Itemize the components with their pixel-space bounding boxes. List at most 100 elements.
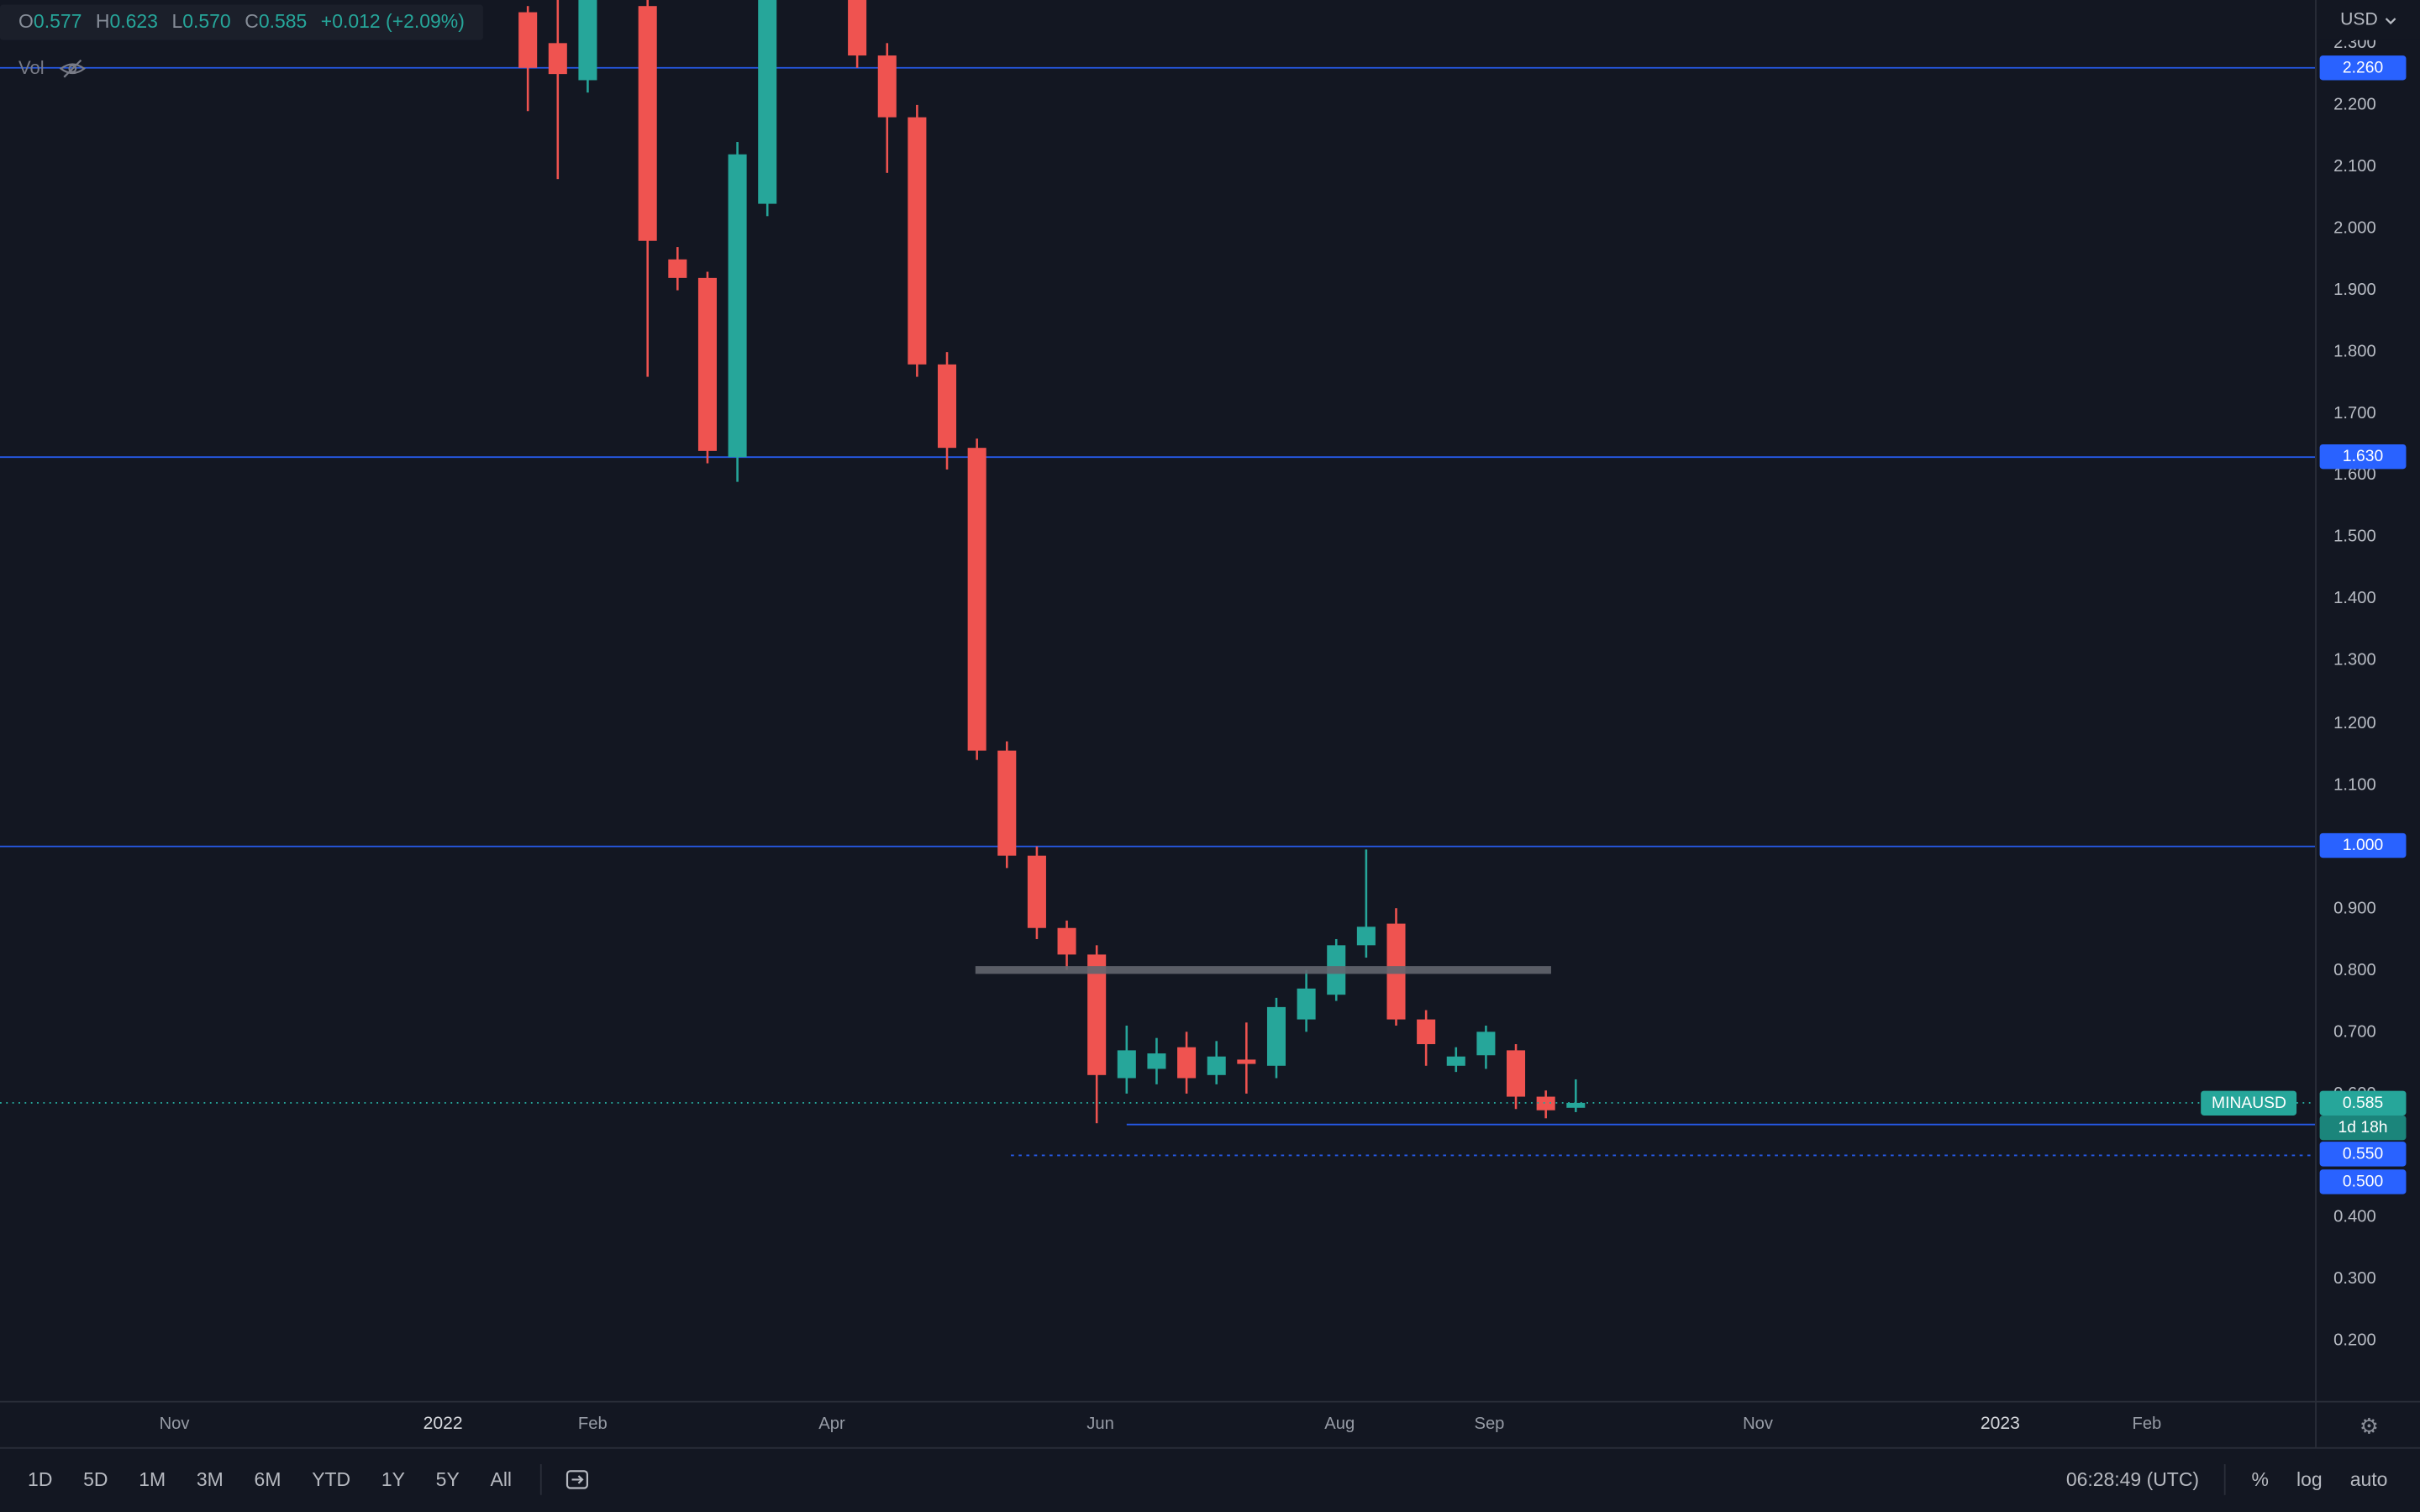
candle-body: [908, 117, 927, 365]
candle-body: [638, 6, 657, 241]
price-tick-1.400: 1.400: [2333, 590, 2376, 609]
candle-body: [548, 43, 567, 75]
time-axis-label-Feb: Feb: [577, 1415, 608, 1434]
candle-body: [1476, 1032, 1496, 1056]
candle-body: [1266, 1006, 1286, 1066]
price-tick-0.400: 0.400: [2333, 1207, 2376, 1227]
alert-badge-1-000: 1.000: [2319, 832, 2407, 858]
price-tick-0.700: 0.700: [2333, 1022, 2376, 1042]
legend-high: H0.623: [95, 10, 158, 33]
price-tick-2.200: 2.200: [2333, 95, 2376, 114]
price-line-symbol-label: MINAUSD: [2201, 1090, 2297, 1116]
candle-body: [1177, 1047, 1197, 1079]
price-scale-currency-button[interactable]: USD: [2316, 0, 2420, 40]
toolbar-divider: [539, 1464, 541, 1495]
time-axis[interactable]: Nov 2022 Feb Apr Jun Aug Sep Nov 2023 Feb: [0, 1400, 2316, 1449]
legend-close: C0.585: [245, 10, 308, 33]
candle-body: [668, 259, 687, 278]
candle-body: [518, 12, 538, 68]
toolbar-divider: [2223, 1464, 2226, 1495]
candle-body: [1356, 927, 1376, 946]
price-tick-0.200: 0.200: [2333, 1331, 2376, 1351]
range-button-6m[interactable]: 6M: [254, 1468, 281, 1491]
range-button-1y[interactable]: 1Y: [381, 1468, 405, 1491]
candle-body: [967, 448, 986, 751]
candle-body: [1446, 1056, 1465, 1066]
candle-body: [1027, 855, 1046, 928]
countdown-badge: 1d 18h: [2319, 1115, 2407, 1141]
candle-body: [1536, 1096, 1555, 1110]
candle-wick: [1575, 1079, 1577, 1112]
log-scale-button[interactable]: log: [2296, 1468, 2323, 1491]
price-tick-1.800: 1.800: [2333, 343, 2376, 362]
candle-body: [937, 364, 957, 449]
range-button-ytd[interactable]: YTD: [312, 1468, 351, 1491]
go-to-date-button[interactable]: [554, 1462, 600, 1496]
current-price-badge: 0.585: [2319, 1090, 2407, 1116]
alert-lines-layer[interactable]: [0, 66, 2316, 1157]
range-button-1d[interactable]: 1D: [28, 1468, 53, 1491]
range-button-5d[interactable]: 5D: [83, 1468, 108, 1491]
time-axis-label-Feb: Feb: [2132, 1415, 2162, 1434]
time-axis-label-2023: 2023: [1980, 1415, 2020, 1434]
volume-legend-row: Vol: [18, 57, 86, 79]
candle-body: [697, 277, 717, 451]
candle-body: [1117, 1050, 1136, 1079]
alert-badge-0-550: 0.550: [2319, 1142, 2407, 1167]
time-axis-label-Aug: Aug: [1324, 1415, 1355, 1434]
candle-body: [1417, 1019, 1436, 1045]
chart-settings-corner-button[interactable]: ⚙: [2315, 1400, 2420, 1449]
currency-label: USD: [2340, 10, 2378, 29]
range-button-5y[interactable]: 5Y: [435, 1468, 460, 1491]
volume-label: Vol: [18, 56, 45, 79]
price-tick-0.900: 0.900: [2333, 899, 2376, 918]
candle-body: [728, 154, 747, 458]
price-tick-0.300: 0.300: [2333, 1269, 2376, 1289]
candle-body: [997, 750, 1017, 856]
candle-body: [1207, 1056, 1226, 1075]
percent-scale-button[interactable]: %: [2251, 1468, 2269, 1491]
time-axis-label-Jun: Jun: [1086, 1415, 1114, 1434]
price-tick-1.500: 1.500: [2333, 528, 2376, 547]
price-axis[interactable]: USD 2.300 2.200 2.100 2.000 1.900 1.800 1.700 1…: [2315, 0, 2420, 1401]
candle-body: [877, 55, 897, 118]
price-tick-1.100: 1.100: [2333, 775, 2376, 795]
price-tick-0.800: 0.800: [2333, 960, 2376, 979]
candle-body: [848, 0, 867, 56]
candle-body: [578, 0, 597, 81]
candle-body: [1087, 954, 1107, 1075]
legend-change: +0.012 (+2.09%): [320, 10, 465, 33]
price-tick-1.300: 1.300: [2333, 651, 2376, 670]
price-tick-1.600: 1.600: [2333, 466, 2376, 486]
time-axis-label-Nov: Nov: [159, 1415, 190, 1434]
candle-body: [1507, 1050, 1526, 1097]
chart-pane[interactable]: [0, 0, 2316, 1401]
auto-scale-button[interactable]: auto: [2349, 1468, 2388, 1491]
alert-badge-0-500: 0.500: [2319, 1169, 2407, 1194]
range-button-1m[interactable]: 1M: [139, 1468, 166, 1491]
clock[interactable]: 06:28:49 (UTC): [2065, 1468, 2200, 1491]
time-axis-label-Sep: Sep: [1474, 1415, 1505, 1434]
range-button-3m[interactable]: 3M: [196, 1468, 224, 1491]
range-button-all[interactable]: All: [490, 1468, 513, 1491]
legend-low: L0.570: [171, 10, 231, 33]
price-tick-2.100: 2.100: [2333, 157, 2376, 176]
gear-icon: ⚙: [2359, 1412, 2379, 1437]
price-tick-1.900: 1.900: [2333, 281, 2376, 300]
candle-body: [1566, 1102, 1586, 1108]
candle-body: [1297, 988, 1316, 1020]
candle-body: [758, 0, 777, 204]
candles-layer: [518, 0, 1586, 1124]
ohlc-legend: O0.577 H0.623 L0.570 C0.585 +0.012 (+2.0…: [0, 4, 483, 40]
candle-body: [1147, 1053, 1166, 1069]
time-axis-label-2022: 2022: [423, 1415, 463, 1434]
candle-body: [1237, 1059, 1256, 1064]
bottom-toolbar: 1D 5D 1M 3M 6M YTD 1Y 5Y All 06:28:49 (UTC) % lo…: [0, 1446, 2420, 1511]
eye-slash-icon[interactable]: [58, 58, 86, 78]
candle-wick: [1245, 1022, 1248, 1094]
time-axis-label-Nov: Nov: [1743, 1415, 1774, 1434]
candle-wick: [1365, 849, 1368, 958]
time-axis-label-Apr: Apr: [818, 1415, 845, 1434]
candle-wick: [556, 0, 560, 180]
